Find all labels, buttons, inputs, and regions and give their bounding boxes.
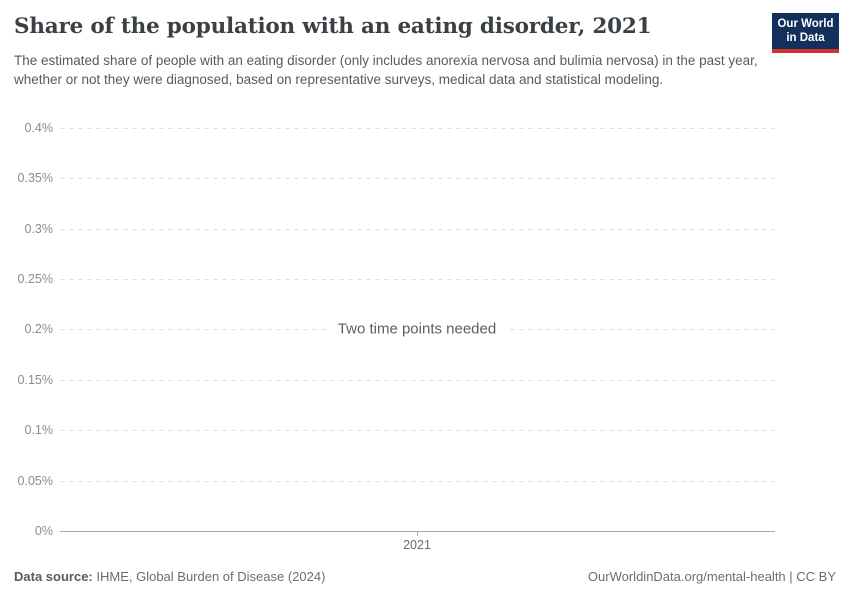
y-axis-tick-label: 0.35% xyxy=(17,171,53,185)
owid-logo-line2: in Data xyxy=(786,31,825,44)
y-axis-tick-label: 0% xyxy=(34,524,53,538)
gridline xyxy=(60,229,775,230)
data-source: Data source: IHME, Global Burden of Dise… xyxy=(14,569,325,584)
owid-logo[interactable]: Our World in Data xyxy=(772,13,839,53)
gridline xyxy=(60,430,775,431)
y-axis-tick-label: 0.4% xyxy=(24,121,54,135)
gridline xyxy=(60,380,775,381)
gridline xyxy=(60,178,775,179)
y-axis-tick-label: 0.2% xyxy=(24,322,54,336)
data-source-label: Data source: xyxy=(14,569,93,584)
x-axis-tick-mark xyxy=(417,531,418,536)
chart-title: Share of the population with an eating d… xyxy=(14,14,652,39)
gridline xyxy=(60,279,775,280)
data-source-value: IHME, Global Burden of Disease (2024) xyxy=(92,569,326,584)
x-axis-tick-label: 2021 xyxy=(403,538,431,552)
y-axis-tick-label: 0.1% xyxy=(24,423,54,437)
gridline xyxy=(60,481,775,482)
chart-footer: Data source: IHME, Global Burden of Dise… xyxy=(14,569,836,584)
y-axis-tick-label: 0.25% xyxy=(17,272,53,286)
y-axis-tick-label: 0.15% xyxy=(17,373,53,387)
y-axis-tick-label: 0.05% xyxy=(17,474,53,488)
empty-state-message: Two time points needed xyxy=(327,316,507,342)
chart-subtitle: The estimated share of people with an ea… xyxy=(14,53,758,87)
y-axis-tick-label: 0.3% xyxy=(24,222,54,236)
owid-logo-line1: Our World xyxy=(777,18,834,30)
gridline xyxy=(60,128,775,129)
owid-url-link[interactable]: OurWorldinData.org/mental-health | CC BY xyxy=(587,569,836,584)
